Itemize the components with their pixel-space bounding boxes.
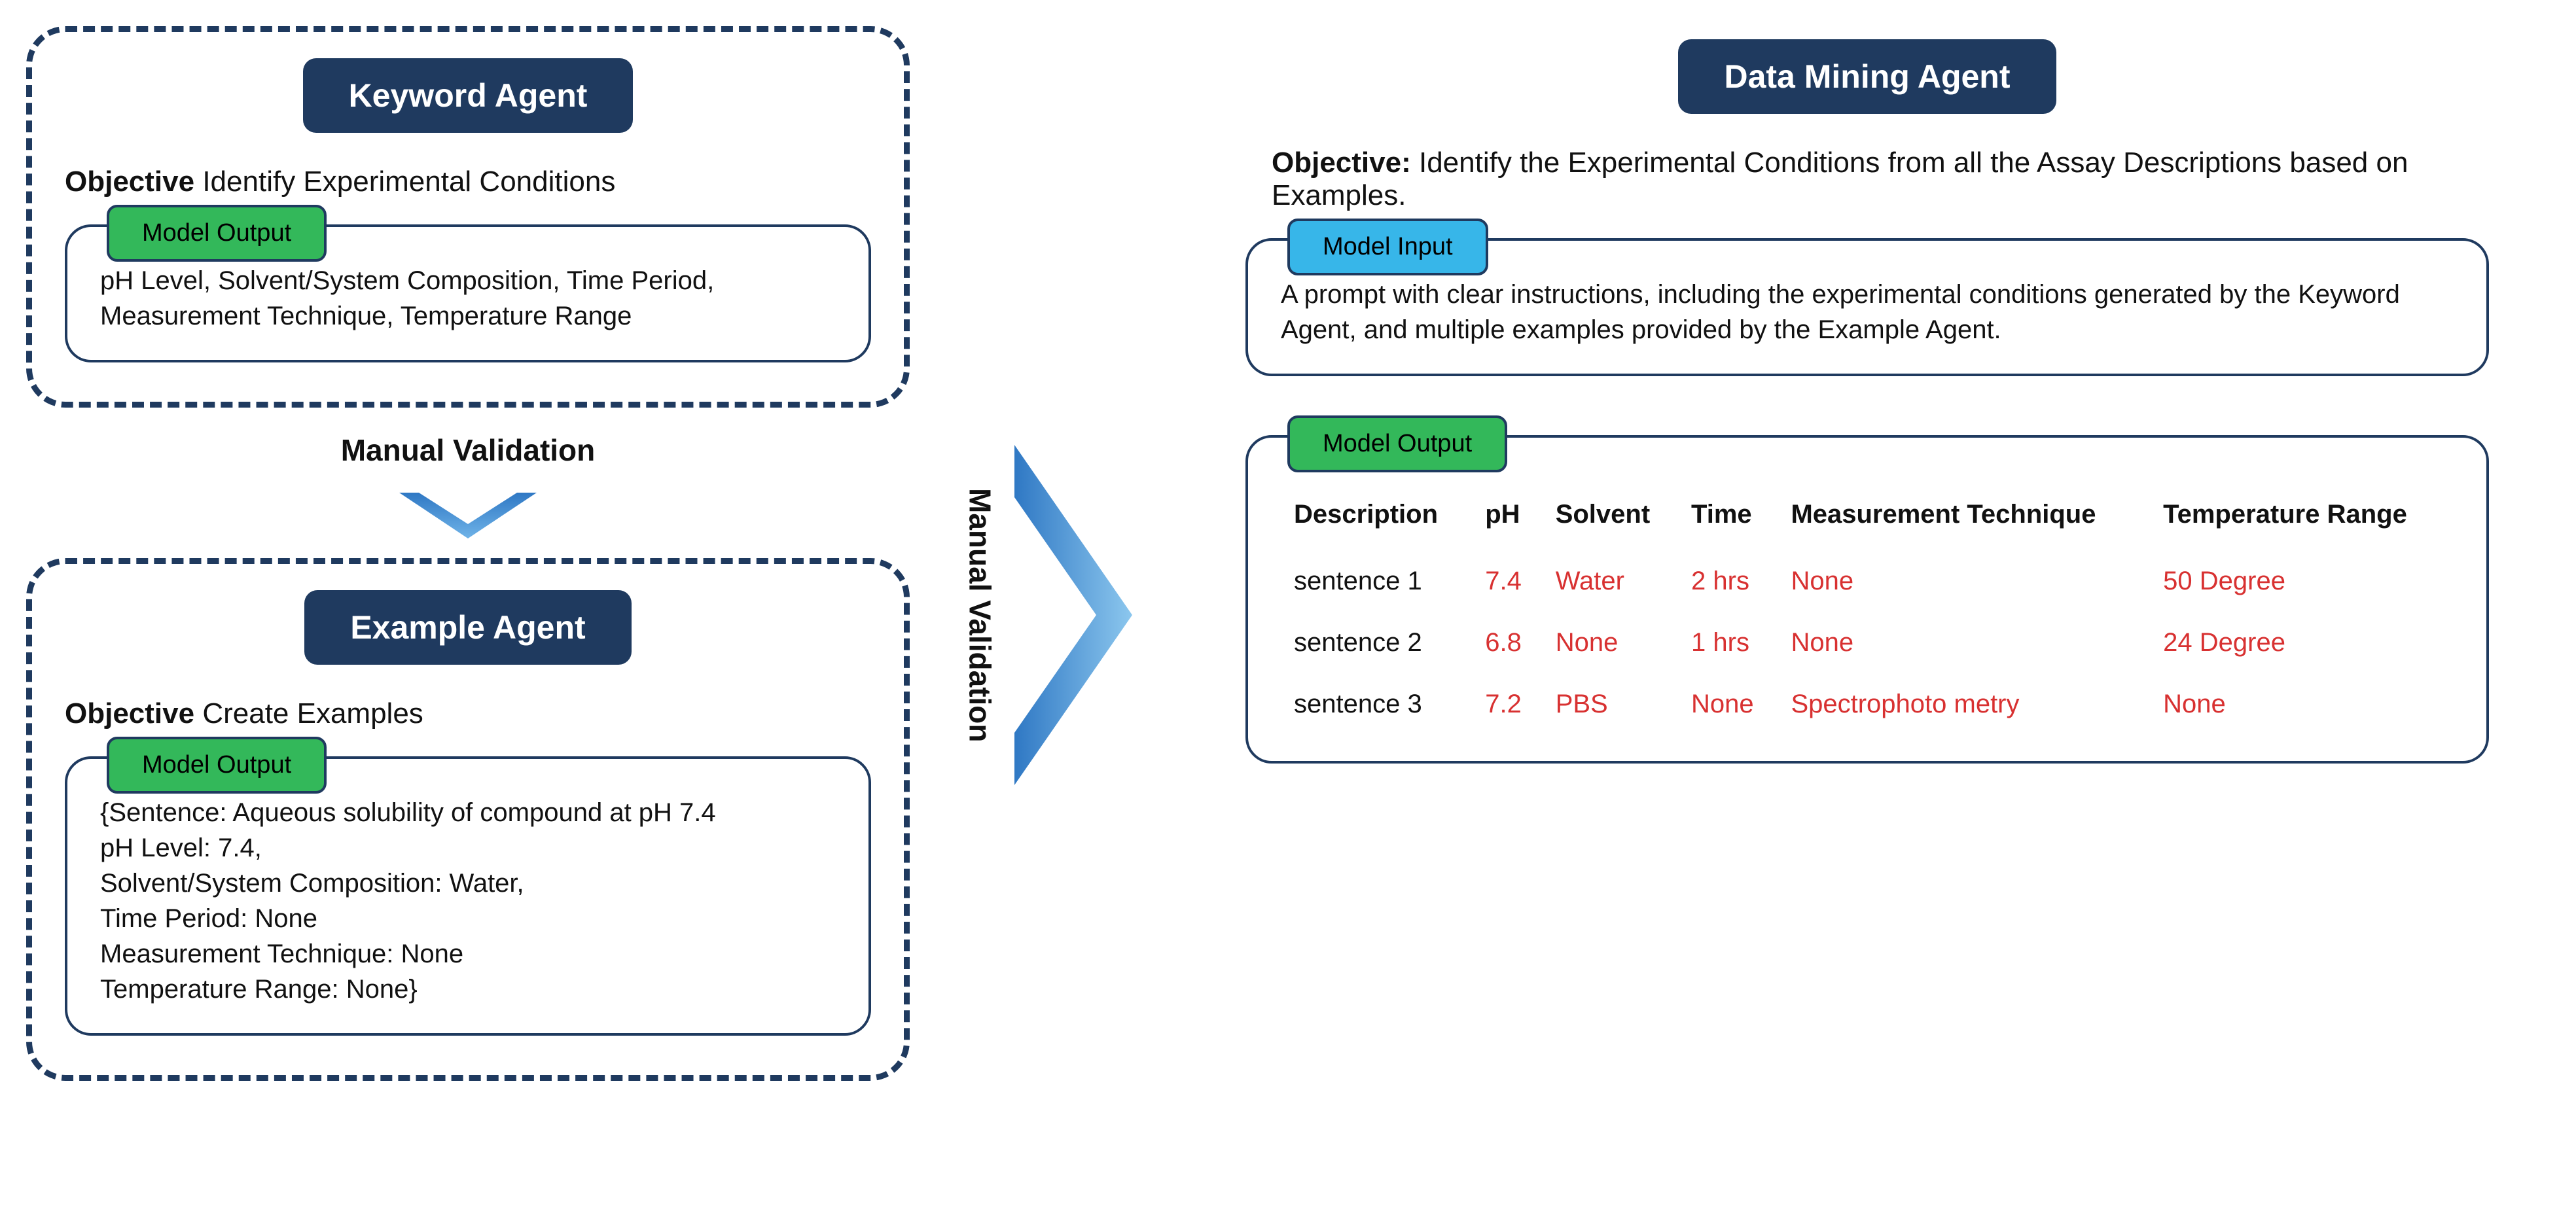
table-header-cell: Time [1678,490,1778,550]
table-cell-value: 2 hrs [1678,550,1778,612]
table-cell-value: 24 Degree [2150,612,2454,673]
objective-text: Create Examples [202,697,423,729]
example-agent-output-lines: {Sentence: Aqueous solubility of compoun… [100,795,836,1007]
table-cell-description: sentence 2 [1281,612,1472,673]
keyword-agent-objective: Objective Identify Experimental Conditio… [65,166,871,198]
table-row: sentence 26.8None1 hrsNone24 Degree [1281,612,2454,673]
table-cell-description: sentence 1 [1281,550,1472,612]
right-column: Data Mining Agent Objective Identify the… [1185,26,2550,1204]
diagram-canvas: Keyword Agent Objective Identify Experim… [26,26,2550,1204]
objective-label: Objective [65,166,194,198]
output-line: Time Period: None [100,901,836,936]
model-output-tag: Model Output [107,737,327,794]
objective-text: Identify Experimental Conditions [202,166,615,198]
keyword-agent-title: Keyword Agent [303,58,634,133]
model-input-box: Model Input A prompt with clear instruct… [1245,238,2489,376]
objective-label: Objective [1272,147,1411,179]
data-mining-objective: Objective Identify the Experimental Cond… [1272,147,2463,212]
table-cell-value: Spectrophoto metry [1778,673,2150,735]
objective-label: Objective [65,697,194,729]
table-cell-value: None [1543,612,1678,673]
output-table: DescriptionpHSolventTimeMeasurement Tech… [1281,490,2454,735]
table-row: sentence 17.4Water2 hrsNone50 Degree [1281,550,2454,612]
table-header-cell: Temperature Range [2150,490,2454,550]
middle-column: Manual Validation [962,26,1132,1204]
model-output-tag: Model Output [1287,415,1507,472]
table-cell-value: 1 hrs [1678,612,1778,673]
model-output-tag: Model Output [107,205,327,262]
model-input-text: A prompt with clear instructions, includ… [1281,277,2454,347]
table-header-cell: Description [1281,490,1472,550]
objective-text: Identify the Experimental Conditions fro… [1272,147,2408,211]
chevron-right-icon [1014,445,1132,785]
left-column: Keyword Agent Objective Identify Experim… [26,26,910,1204]
keyword-agent-panel: Keyword Agent Objective Identify Experim… [26,26,910,408]
table-cell-value: 7.4 [1472,550,1542,612]
model-output-box: Model Output DescriptionpHSolventTimeMea… [1245,435,2489,764]
table-cell-description: sentence 3 [1281,673,1472,735]
table-cell-value: None [1778,612,2150,673]
table-cell-value: None [1778,550,2150,612]
chevron-down-icon [399,493,537,538]
data-mining-agent-title: Data Mining Agent [1678,39,2056,114]
keyword-agent-output-text: pH Level, Solvent/System Composition, Ti… [100,263,836,334]
example-agent-panel: Example Agent Objective Create Examples … [26,558,910,1081]
data-mining-agent-panel: Data Mining Agent Objective Identify the… [1245,39,2489,764]
table-row: sentence 37.2PBSNoneSpectrophoto metryNo… [1281,673,2454,735]
table-cell-value: Water [1543,550,1678,612]
table-cell-value: 6.8 [1472,612,1542,673]
manual-validation-vertical-label: Manual Validation [963,488,998,743]
table-cell-value: None [1678,673,1778,735]
manual-validation-label: Manual Validation [341,432,596,468]
table-cell-value: PBS [1543,673,1678,735]
output-line: Temperature Range: None} [100,972,836,1007]
output-table-body: sentence 17.4Water2 hrsNone50 Degreesent… [1281,550,2454,735]
manual-validation-arrow: Manual Validation [963,445,1132,785]
output-table-head: DescriptionpHSolventTimeMeasurement Tech… [1281,490,2454,550]
table-cell-value: None [2150,673,2454,735]
output-line: Solvent/System Composition: Water, [100,866,836,901]
table-header-cell: Measurement Technique [1778,490,2150,550]
output-line: Measurement Technique: None [100,936,836,972]
table-header-cell: Solvent [1543,490,1678,550]
table-cell-value: 50 Degree [2150,550,2454,612]
model-input-tag: Model Input [1287,219,1488,275]
example-agent-objective: Objective Create Examples [65,697,871,730]
table-cell-value: 7.2 [1472,673,1542,735]
table-header-cell: pH [1472,490,1542,550]
example-agent-output-box: Model Output {Sentence: Aqueous solubili… [65,756,871,1036]
keyword-agent-output-box: Model Output pH Level, Solvent/System Co… [65,224,871,362]
example-agent-title: Example Agent [304,590,631,665]
output-line: {Sentence: Aqueous solubility of compoun… [100,795,836,830]
output-line: pH Level: 7.4, [100,830,836,866]
